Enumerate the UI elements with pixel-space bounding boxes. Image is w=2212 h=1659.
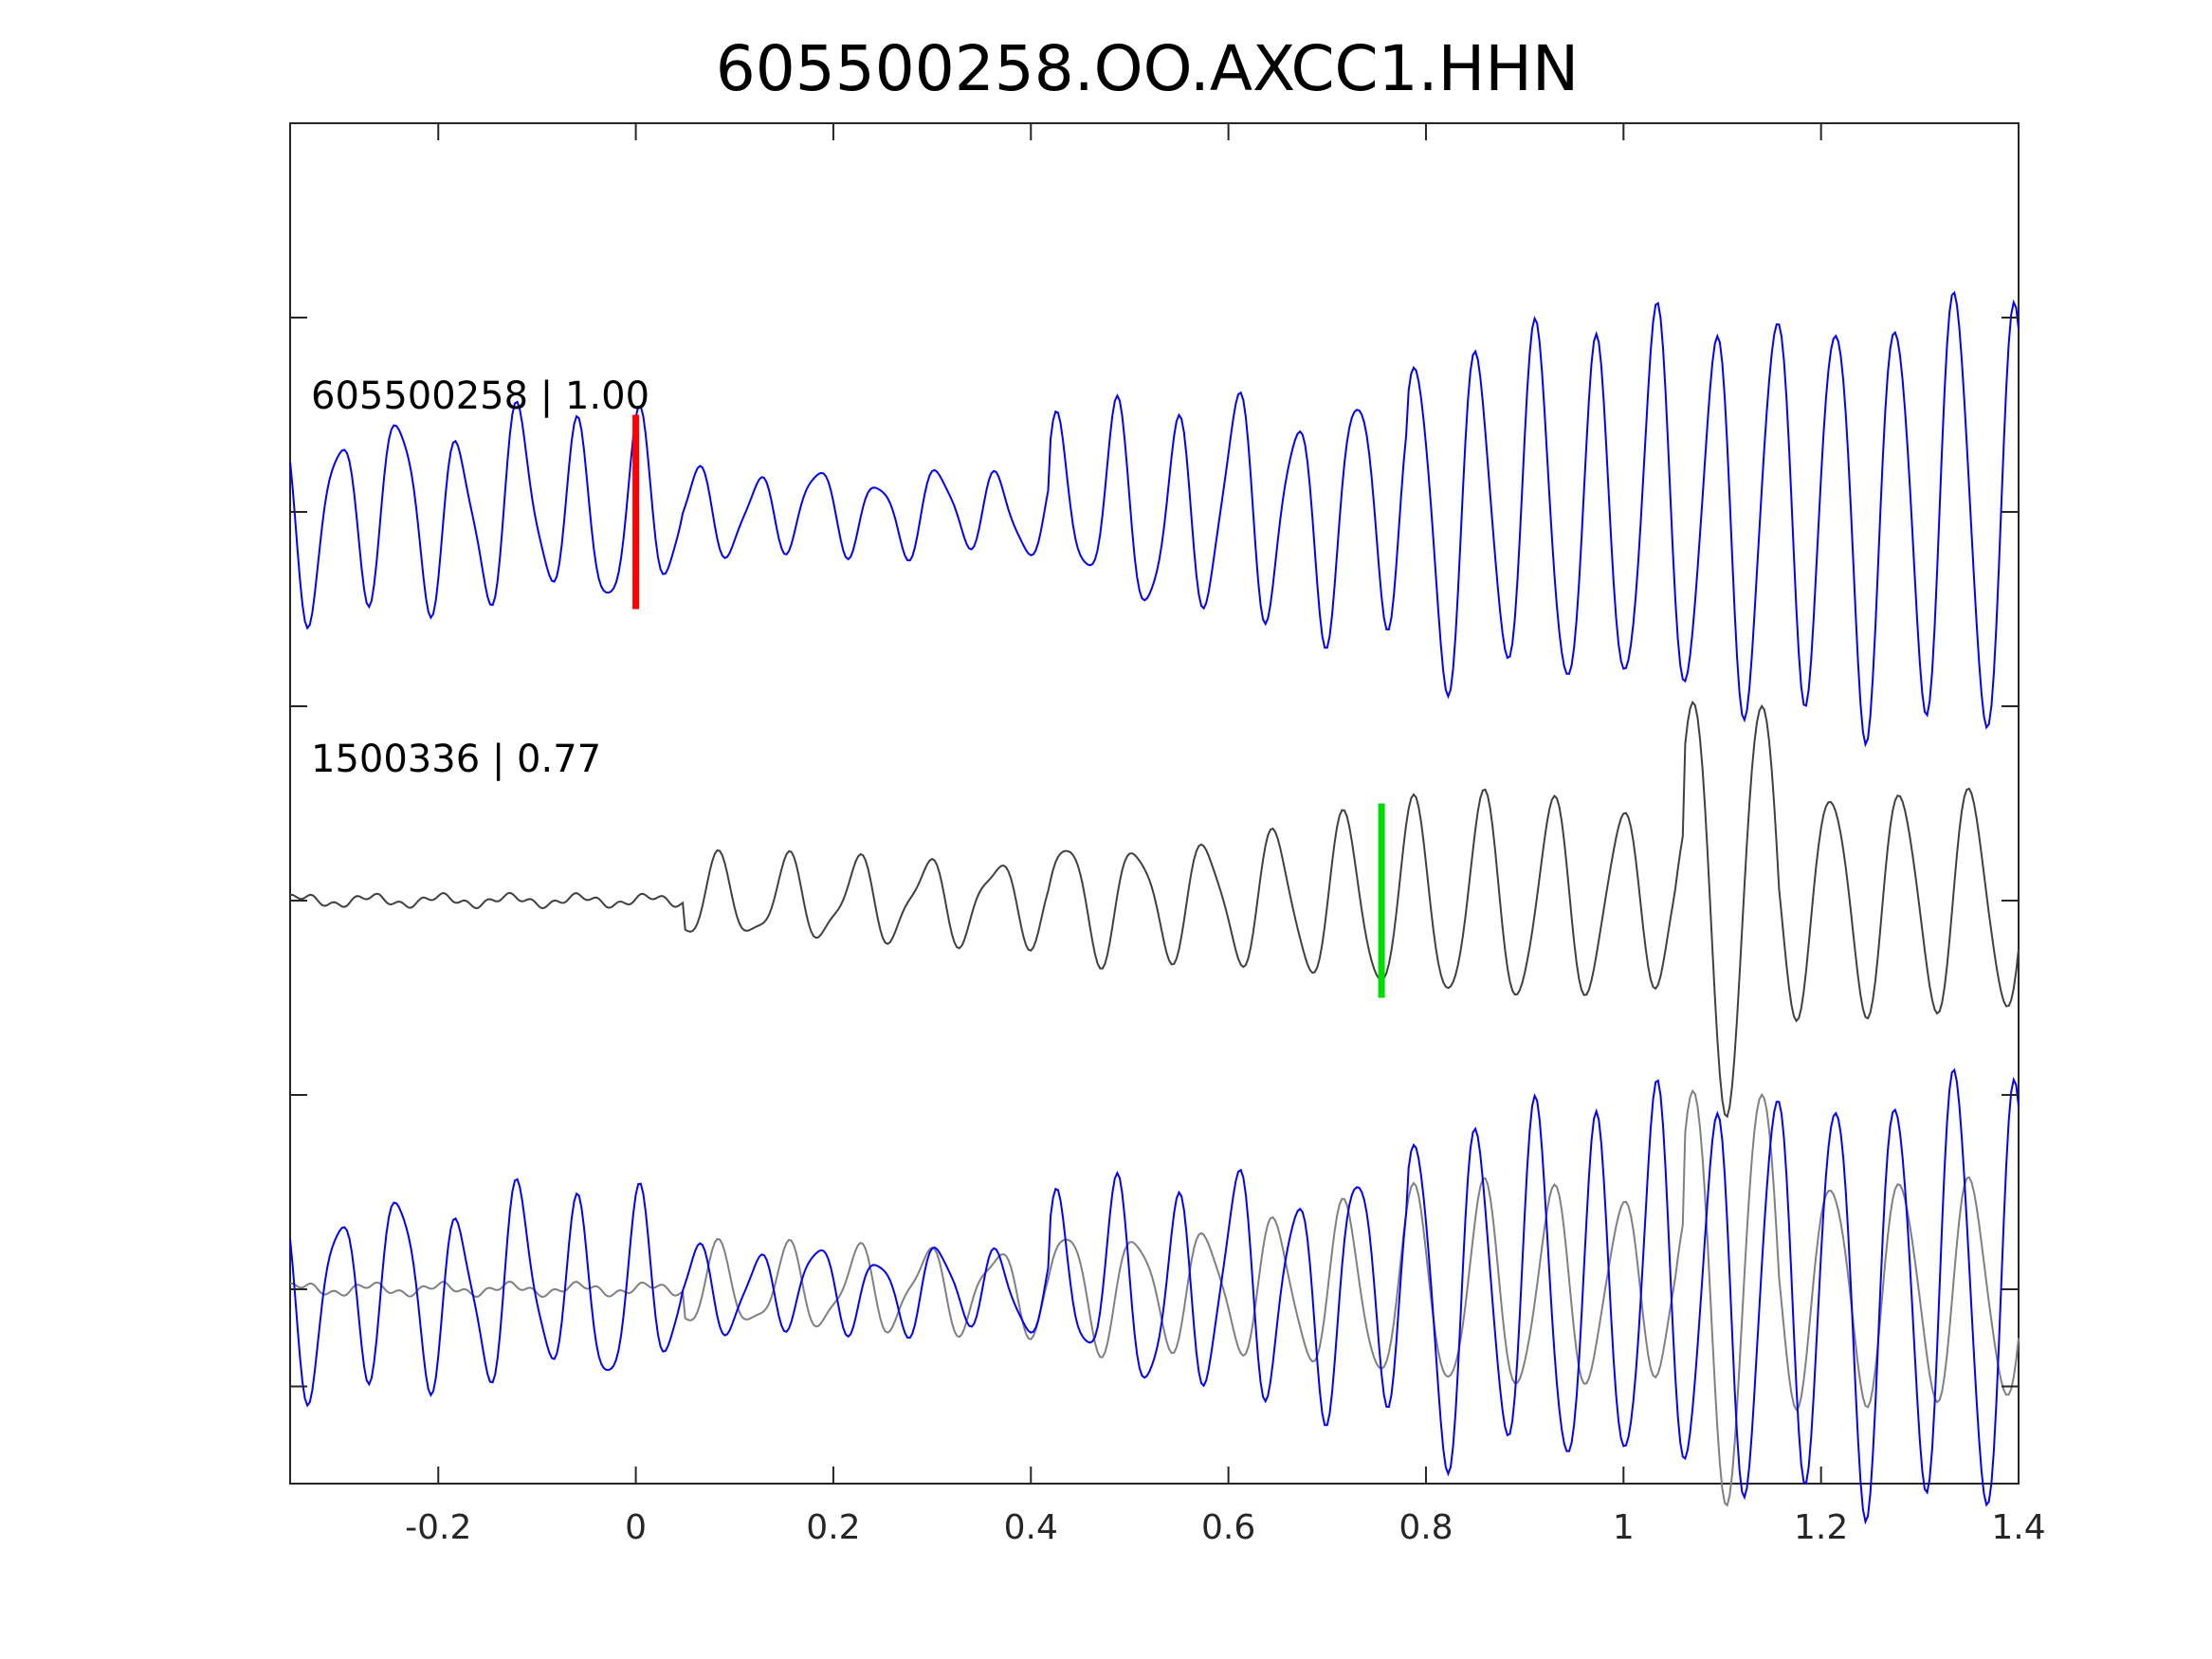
x-tick-label: 1: [1613, 1508, 1635, 1547]
trace-labels: 605500258 | 1.00 1500336 | 0.77: [311, 374, 649, 781]
x-tick-label: 0.6: [1201, 1508, 1255, 1547]
pick-markers: [632, 414, 1385, 998]
trace-overlay-neighbor: [289, 1088, 2020, 1507]
y-axis: [290, 317, 2019, 1388]
trace-neighbor: [289, 700, 2020, 1119]
x-tick-label: 0.8: [1398, 1508, 1453, 1547]
x-tick-label: 1.2: [1794, 1508, 1848, 1547]
trace-label-neighbor: 1500336 | 0.77: [311, 738, 601, 781]
plot-area: 605500258 | 1.00 1500336 | 0.77: [289, 122, 2020, 1525]
x-tick-label: 0.2: [806, 1508, 860, 1547]
x-tick-label: 0.4: [1004, 1508, 1058, 1547]
trace-overlay-master: [289, 1067, 2020, 1525]
trace-label-master: 605500258 | 1.00: [311, 374, 649, 418]
x-tick-label: -0.2: [405, 1508, 471, 1547]
chart-title: 605500258.OO.AXCC1.HHN: [716, 32, 1579, 105]
axes-frame: [289, 122, 2020, 1485]
x-tick-label: 1.4: [1991, 1508, 2045, 1547]
trace-master: [289, 290, 2020, 748]
x-axis: -0.2 0 0.2 0.4 0.6 0.8 1 1.2 1.4: [405, 123, 2046, 1547]
traces: [289, 290, 2020, 1525]
x-tick-label: 0: [625, 1508, 647, 1547]
